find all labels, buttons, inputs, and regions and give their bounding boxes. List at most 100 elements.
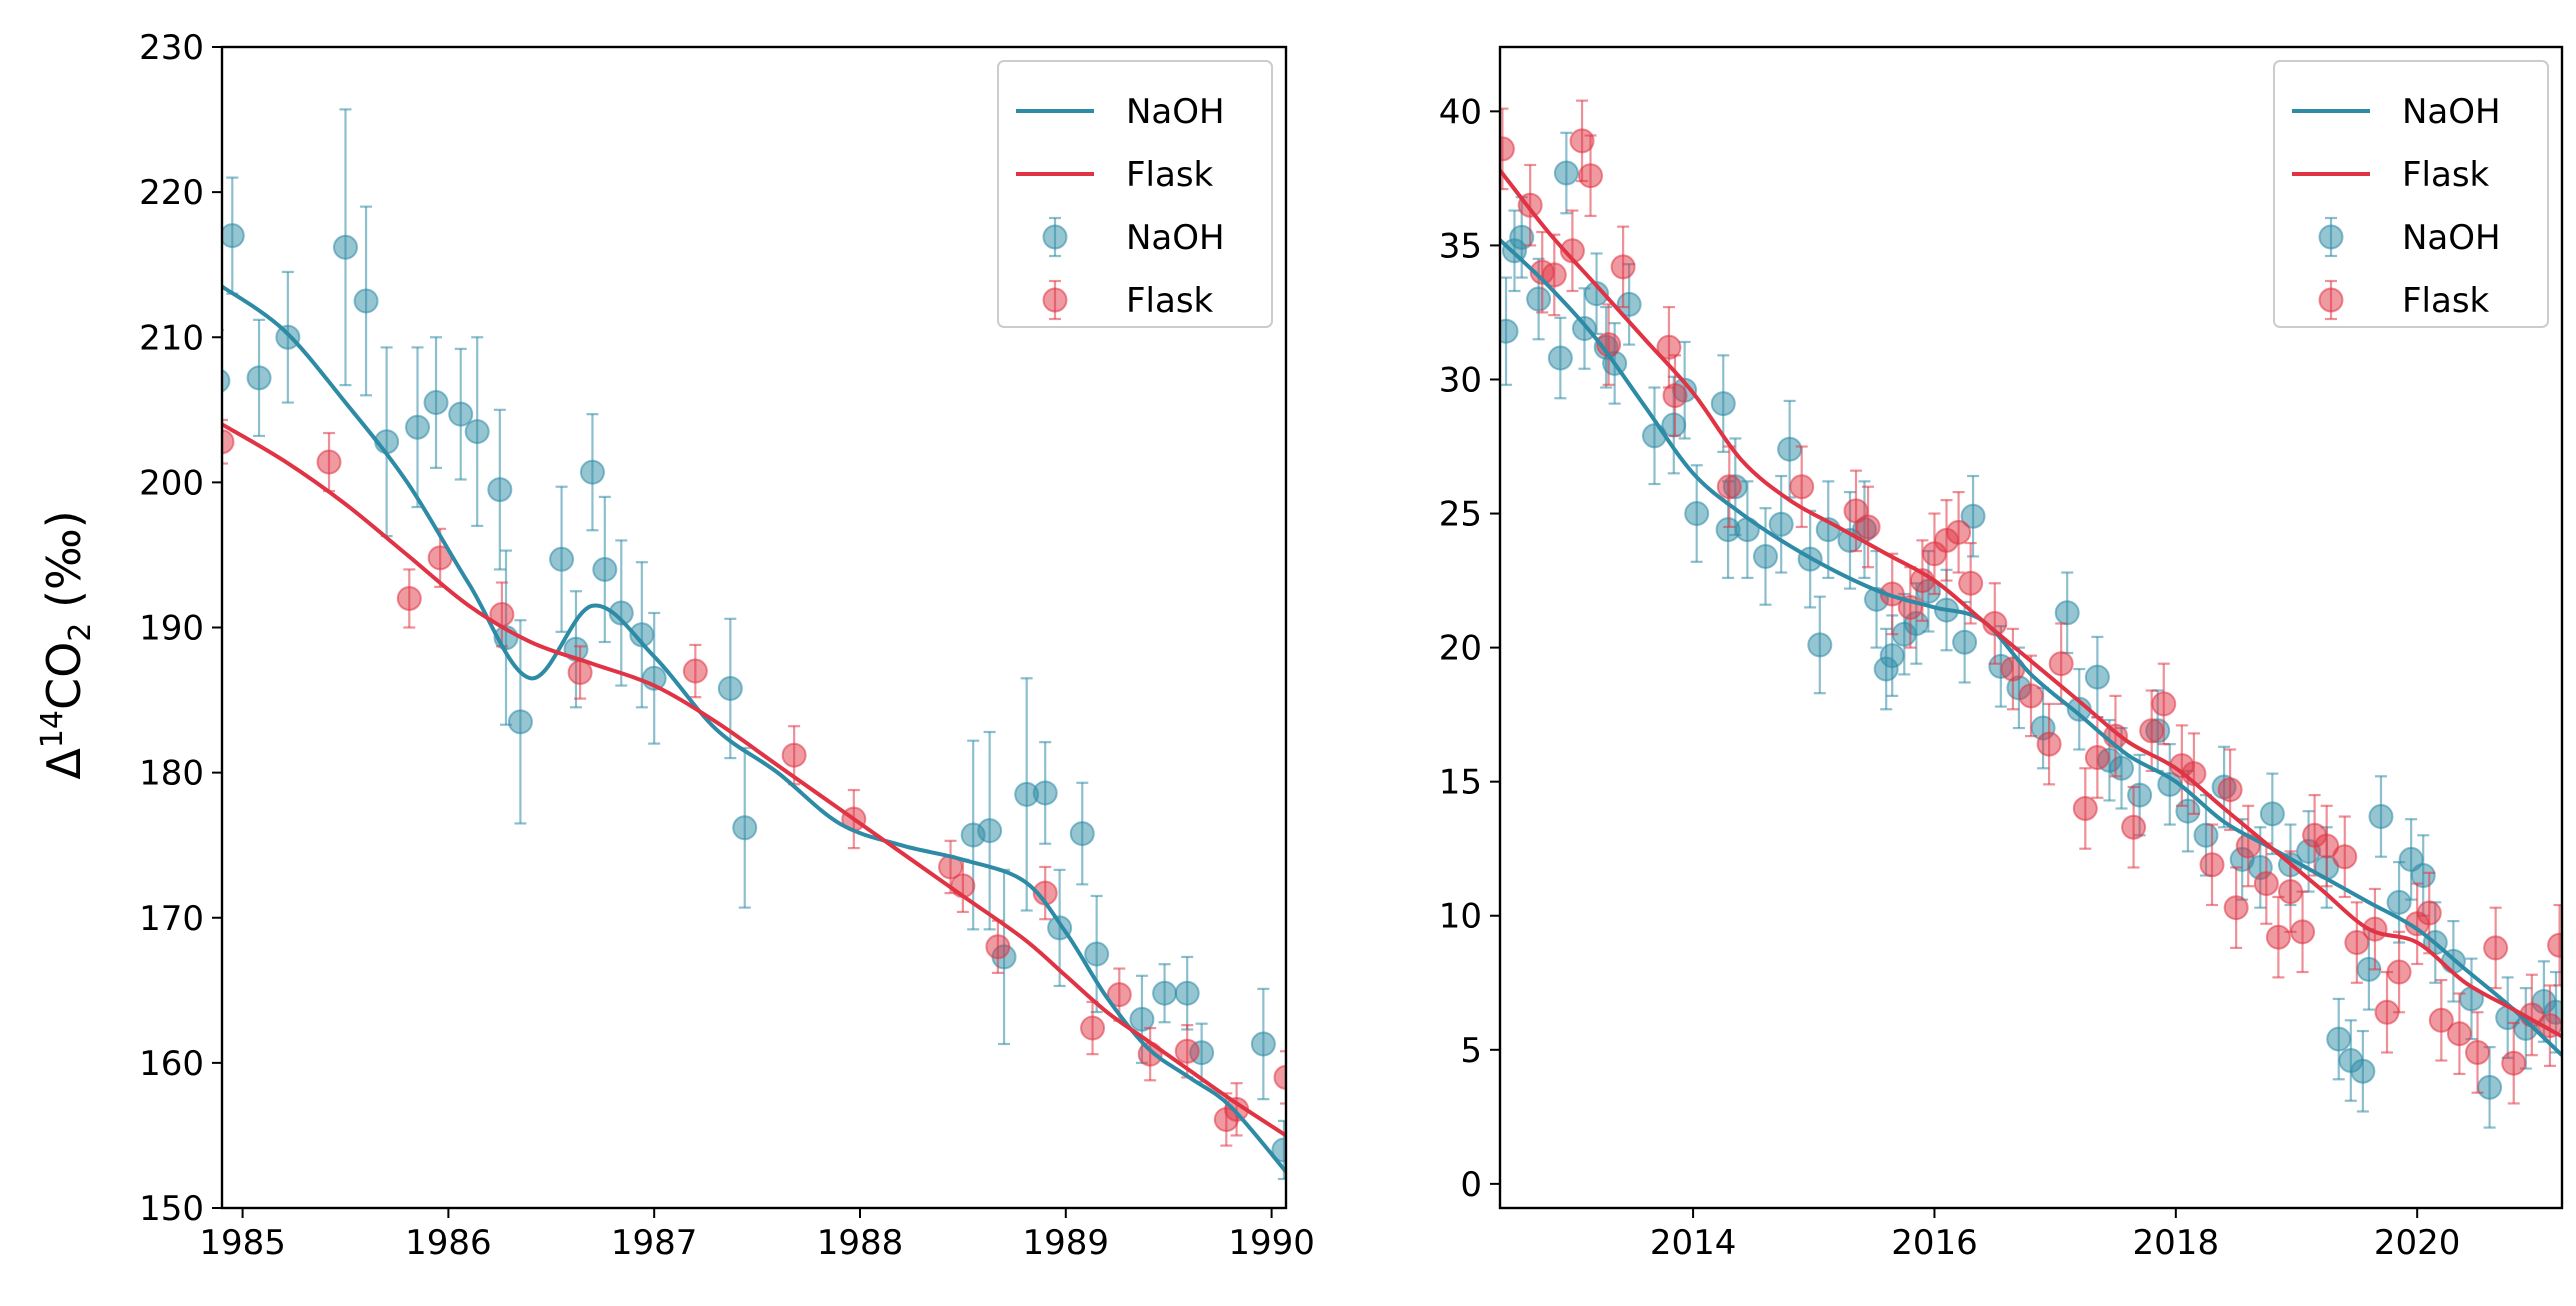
- left-x-tick-label: 1985: [199, 1223, 286, 1263]
- right-y-tick-label: 5: [1460, 1031, 1482, 1071]
- right-point-naoh: [2477, 1074, 2503, 1100]
- right-point-flask: [2547, 932, 2562, 958]
- left-point-naoh: [1069, 821, 1095, 847]
- right-point-naoh: [1547, 345, 1573, 371]
- right-y-tick-label: 10: [1439, 897, 1482, 937]
- right-point-flask: [2199, 852, 2225, 878]
- right-legend: NaOH Flask NaOH Flask: [2273, 60, 2549, 328]
- right-point-flask: [1541, 262, 1567, 288]
- left-errorbar-flask: [222, 418, 228, 465]
- left-point-naoh: [222, 368, 231, 393]
- left-point-flask: [396, 585, 422, 611]
- right-x-tick-label: 2014: [1650, 1223, 1737, 1263]
- left-line-naoh: [222, 284, 1286, 1174]
- y-axis-label: Δ14CO2 (‰): [35, 510, 98, 779]
- right-point-naoh: [1661, 412, 1687, 438]
- right-point-flask: [2277, 879, 2303, 905]
- right-point-flask: [1656, 334, 1682, 360]
- right-point-naoh: [1777, 436, 1803, 462]
- left-point-naoh: [717, 675, 743, 701]
- left-legend-label-naoh: NaOH: [1126, 92, 1225, 132]
- right-point-flask: [2072, 795, 2098, 821]
- right-point-naoh: [1553, 160, 1579, 186]
- right-point-flask: [2501, 1050, 2527, 1076]
- left-x-tick-label: 1989: [1023, 1223, 1110, 1263]
- left-point-naoh: [579, 459, 605, 485]
- left-legend-marker-naoh: [1042, 224, 1068, 250]
- left-point-naoh: [487, 477, 513, 503]
- left-point-naoh: [222, 223, 245, 249]
- right-point-flask: [1569, 128, 1595, 154]
- right-point-flask: [2465, 1039, 2491, 1065]
- right-point-naoh: [1526, 286, 1552, 312]
- left-y-tick-label: 220: [139, 173, 204, 213]
- left-point-flask: [985, 934, 1011, 960]
- left-point-naoh: [608, 600, 634, 626]
- right-y-tick-label: 30: [1439, 360, 1482, 400]
- right-point-naoh: [1879, 643, 1905, 669]
- right-point-naoh: [2193, 822, 2219, 848]
- left-y-tick-label: 170: [139, 899, 204, 939]
- left-x-tick-label: 1987: [611, 1223, 698, 1263]
- right-point-flask: [1789, 474, 1815, 500]
- right-point-flask: [2084, 745, 2110, 771]
- left-x-tick-label: 1990: [1228, 1223, 1315, 1263]
- left-point-naoh: [1032, 780, 1058, 806]
- right-point-flask: [2253, 871, 2279, 897]
- y-axis-label-superscript: 14: [35, 710, 70, 748]
- right-point-naoh: [1753, 543, 1778, 569]
- right-point-naoh: [2368, 804, 2394, 830]
- right-x-tick-label: 2020: [2374, 1223, 2461, 1263]
- left-legend-label-flask: Flask: [1126, 281, 1214, 321]
- y-axis-label-co: CO: [37, 642, 91, 710]
- right-point-flask: [2416, 900, 2442, 926]
- left-point-naoh: [464, 419, 490, 445]
- left-point-naoh: [332, 234, 358, 260]
- right-point-naoh: [1807, 632, 1833, 658]
- right-point-naoh: [2084, 664, 2110, 690]
- right-point-flask: [2483, 935, 2509, 961]
- y-axis-label-subscript: 2: [63, 623, 98, 642]
- right-point-flask: [2374, 999, 2400, 1025]
- left-x-tick-label: 1988: [817, 1223, 904, 1263]
- left-point-naoh: [549, 546, 575, 572]
- left-point-naoh: [246, 365, 272, 391]
- right-legend-label-flask: Flask: [2402, 155, 2490, 195]
- left-point-flask: [1273, 1064, 1286, 1090]
- right-point-naoh: [1960, 503, 1986, 529]
- left-point-naoh: [629, 622, 655, 648]
- right-legend-box: [2273, 60, 2549, 328]
- right-point-flask: [1855, 514, 1881, 540]
- y-axis-label-unit: (‰): [37, 510, 91, 622]
- right-y-tick-label: 25: [1439, 495, 1482, 535]
- left-legend: NaOH Flask NaOH Flask: [997, 60, 1273, 328]
- right-point-flask: [2036, 731, 2062, 757]
- right-y-tick-label: 0: [1460, 1165, 1482, 1205]
- right-point-naoh: [2175, 798, 2201, 824]
- left-point-naoh: [507, 709, 533, 735]
- right-point-naoh: [1509, 224, 1535, 250]
- right-point-flask: [2290, 919, 2316, 945]
- left-plot: 1985 1986 1987 1988 1989 1990 150 160 170 180 190 2…: [139, 28, 1315, 1263]
- right-legend-marker-flask: [2318, 287, 2344, 313]
- left-series-flask: [222, 418, 1286, 1147]
- y-axis-label-delta: Δ: [37, 748, 91, 780]
- right-y-tick-label: 35: [1439, 226, 1482, 266]
- left-point-naoh: [423, 390, 449, 416]
- right-plot-area: [1500, 99, 2562, 1129]
- left-y-tick-label: 150: [139, 1189, 204, 1229]
- left-point-naoh: [448, 401, 474, 427]
- right-point-naoh: [2386, 889, 2412, 915]
- left-point-naoh: [275, 324, 301, 350]
- right-x-tick-label: 2018: [2133, 1223, 2220, 1263]
- right-point-flask: [2139, 718, 2165, 744]
- right-point-flask: [1578, 163, 1604, 189]
- right-point-flask: [1610, 254, 1636, 280]
- right-point-flask: [1559, 238, 1585, 264]
- right-line-flask: [1500, 169, 2562, 1039]
- left-legend-marker-flask: [1042, 287, 1068, 313]
- left-point-naoh: [1250, 1031, 1276, 1057]
- right-point-flask: [2217, 777, 2243, 803]
- left-legend-label-naoh: NaOH: [1126, 218, 1225, 258]
- right-point-naoh: [2259, 801, 2285, 827]
